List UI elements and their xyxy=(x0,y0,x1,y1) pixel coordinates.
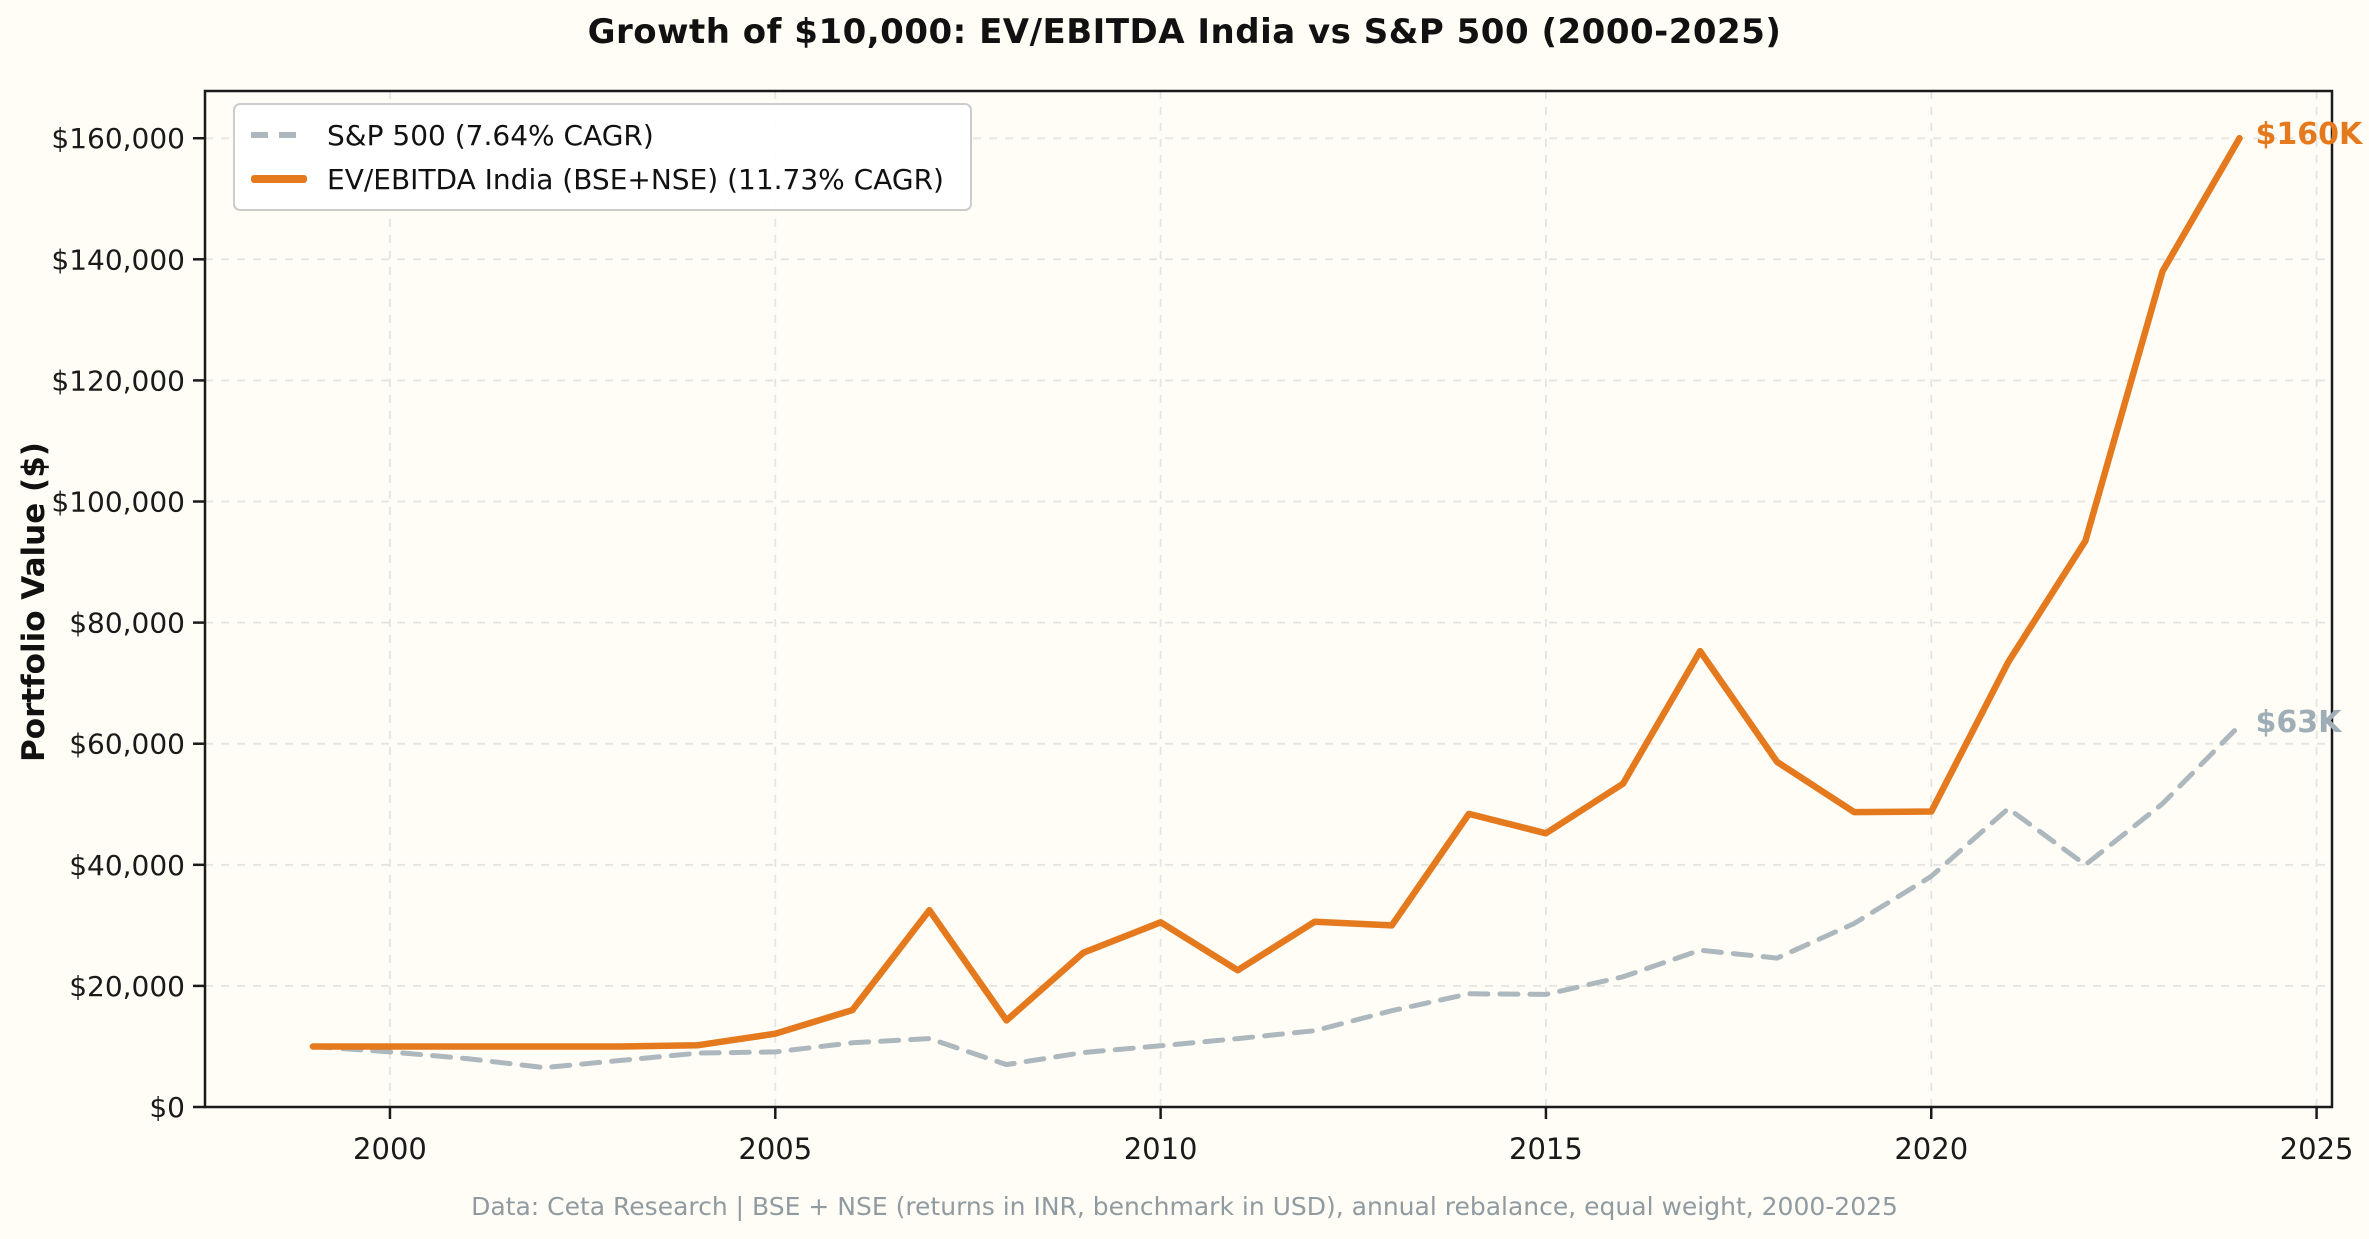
y-tick-label: $140,000 xyxy=(51,243,185,276)
india-line xyxy=(309,134,2243,1050)
legend-item-sp500: S&P 500 (7.64% CAGR) xyxy=(251,117,944,153)
tick-labels: $0 $20,000 $40,000 $60,000 $80,000 $100,000 $1… xyxy=(51,122,2353,1166)
series-lines xyxy=(309,134,2243,1071)
y-tick-label: $60,000 xyxy=(69,728,185,761)
sp500-line xyxy=(310,723,2242,1071)
y-tick-label: $120,000 xyxy=(51,364,185,397)
x-tick-label: 2025 xyxy=(2280,1132,2354,1166)
y-tick-label: $160,000 xyxy=(51,122,185,155)
india-solid-line-swatch xyxy=(251,175,307,183)
legend-label-sp500: S&P 500 (7.64% CAGR) xyxy=(327,118,654,152)
india-end-value-annotation: $160K xyxy=(2255,117,2363,153)
axis-ticks xyxy=(193,136,2318,1119)
chart-footer: Data: Ceta Research | BSE + NSE (returns… xyxy=(471,1192,1898,1221)
y-tick-label: $80,000 xyxy=(69,607,185,640)
sp500-end-value-annotation: $63K xyxy=(2255,704,2342,740)
legend-label-india: EV/EBITDA India (BSE+NSE) (11.73% CAGR) xyxy=(327,162,944,196)
y-axis-label: Portfolio Value ($) xyxy=(16,442,52,762)
x-tick-label: 2020 xyxy=(1894,1132,1968,1166)
y-tick-label: $0 xyxy=(149,1091,185,1124)
x-tick-label: 2015 xyxy=(1509,1132,1583,1166)
x-tick-label: 2010 xyxy=(1124,1132,1198,1166)
gridlines xyxy=(205,91,2332,1107)
legend: S&P 500 (7.64% CAGR) EV/EBITDA India (BS… xyxy=(233,103,972,211)
chart-title: Growth of $10,000: EV/EBITDA India vs S&… xyxy=(587,12,1782,52)
x-tick-label: 2005 xyxy=(738,1132,812,1166)
plot-frame xyxy=(203,89,2334,1109)
sp500-dashed-line-swatch xyxy=(251,132,307,138)
y-tick-label: $20,000 xyxy=(69,970,185,1003)
y-tick-label: $100,000 xyxy=(51,486,185,519)
x-tick-label: 2000 xyxy=(353,1132,427,1166)
y-tick-label: $40,000 xyxy=(69,849,185,882)
legend-item-india: EV/EBITDA India (BSE+NSE) (11.73% CAGR) xyxy=(251,161,944,197)
